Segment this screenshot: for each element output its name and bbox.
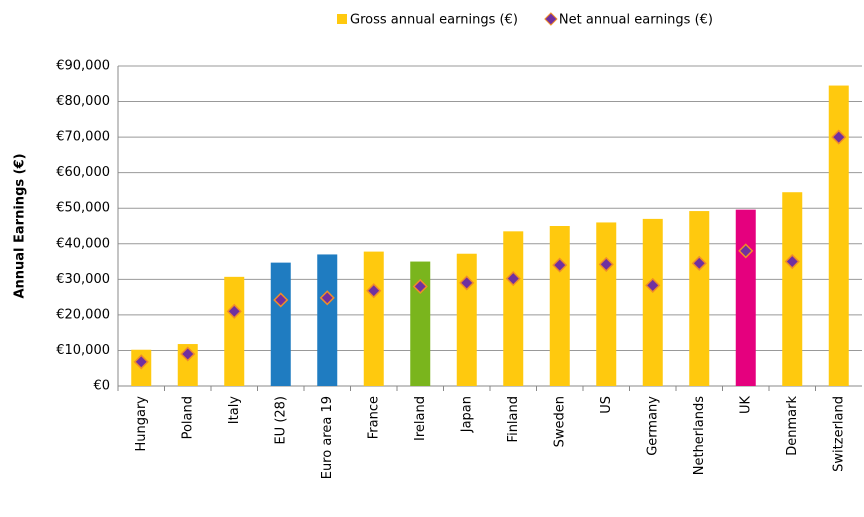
- y-tick-label: €70,000: [56, 130, 110, 145]
- x-tick-label: Japan: [459, 396, 474, 433]
- y-tick-label: €20,000: [56, 307, 110, 322]
- x-tick-label: Euro area 19: [320, 396, 335, 479]
- marker: [738, 243, 754, 259]
- x-tick-label: Germany: [645, 396, 660, 456]
- x-tick-label: Hungary: [134, 396, 149, 452]
- legend-label: Net annual earnings (€): [559, 13, 713, 28]
- marker: [784, 253, 800, 270]
- x-tick-label: Ireland: [413, 396, 428, 441]
- x-tick-label: EU (28): [273, 396, 288, 445]
- x-tick-label: France: [366, 396, 381, 439]
- x-tick-label: US: [599, 396, 614, 414]
- y-tick-label: €30,000: [56, 272, 110, 287]
- y-tick-label: €60,000: [56, 165, 110, 180]
- marker: [133, 354, 149, 370]
- bar: [642, 218, 663, 386]
- bar: [270, 262, 291, 386]
- bar: [828, 85, 849, 387]
- y-tick-label: €0: [93, 379, 110, 394]
- x-tick-label: Denmark: [785, 396, 800, 456]
- y-tick-label: €50,000: [56, 201, 110, 216]
- bar: [735, 209, 756, 386]
- bar: [782, 192, 803, 386]
- y-tick-label: €40,000: [56, 236, 110, 251]
- legend-swatch: [337, 14, 347, 24]
- marker: [412, 278, 428, 295]
- bar: [456, 253, 477, 386]
- x-tick-label: Netherlands: [692, 396, 707, 475]
- y-tick-label: €90,000: [56, 59, 110, 74]
- bar: [503, 231, 524, 386]
- marker: [645, 277, 661, 293]
- marker: [366, 283, 382, 299]
- x-tick-label: Sweden: [552, 396, 567, 447]
- marker: [552, 257, 568, 273]
- bar: [410, 261, 431, 386]
- marker: [691, 255, 707, 271]
- marker: [831, 129, 847, 145]
- bar: [689, 211, 710, 386]
- marker: [598, 256, 614, 272]
- bar: [596, 222, 617, 386]
- bar: [363, 251, 384, 386]
- x-tick-label: Poland: [180, 396, 195, 439]
- y-axis-title: Annual Earnings (€): [13, 153, 28, 298]
- x-tick-label: Finland: [506, 396, 521, 442]
- marker: [226, 303, 242, 319]
- marker: [459, 275, 475, 291]
- legend-label: Gross annual earnings (€): [350, 13, 518, 28]
- bar: [224, 276, 245, 386]
- x-tick-label: UK: [738, 396, 753, 415]
- x-tick-label: Italy: [227, 396, 242, 425]
- legend-swatch: [544, 12, 558, 26]
- bar: [549, 226, 570, 386]
- marker: [180, 346, 196, 362]
- y-tick-label: €10,000: [56, 343, 110, 358]
- marker: [319, 290, 335, 306]
- y-tick-label: €80,000: [56, 94, 110, 109]
- bar: [317, 254, 338, 386]
- x-tick-label: Switzerland: [831, 396, 846, 472]
- marker: [273, 292, 289, 308]
- marker: [505, 271, 521, 287]
